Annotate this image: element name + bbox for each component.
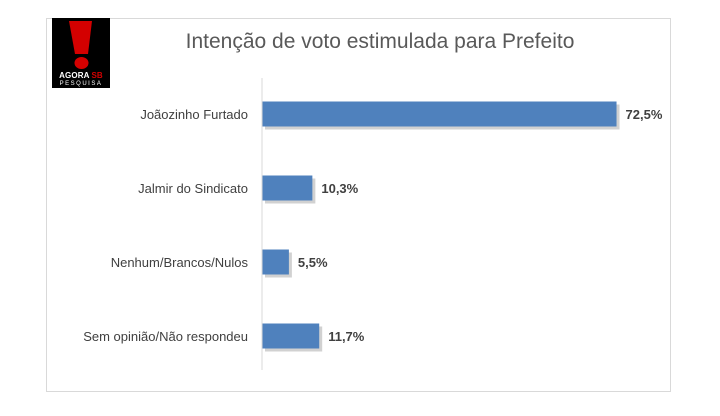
data-label: 11,7% <box>328 329 365 344</box>
bar <box>262 323 320 349</box>
logo-text-agora: AGORA SB <box>59 71 103 80</box>
category-label: Joãozinho Furtado <box>140 107 248 122</box>
bar <box>262 249 289 275</box>
data-label: 5,5% <box>298 255 328 270</box>
data-label: 10,3% <box>321 181 358 196</box>
bar <box>262 101 617 127</box>
chart-frame <box>46 18 671 392</box>
data-label: 72,5% <box>626 107 663 122</box>
category-label: Nenhum/Brancos/Nulos <box>111 255 249 270</box>
chart-title: Intenção de voto estimulada para Prefeit… <box>185 30 575 53</box>
bar <box>262 175 313 201</box>
category-label: Jalmir do Sindicato <box>138 181 248 196</box>
exclamation-icon <box>69 21 92 69</box>
logo-text-pesquisa: PESQUISA <box>59 81 103 87</box>
category-label: Sem opinião/Não respondeu <box>83 329 248 344</box>
agora-sb-pesquisa-logo: AGORA SB PESQUISA <box>52 18 110 88</box>
